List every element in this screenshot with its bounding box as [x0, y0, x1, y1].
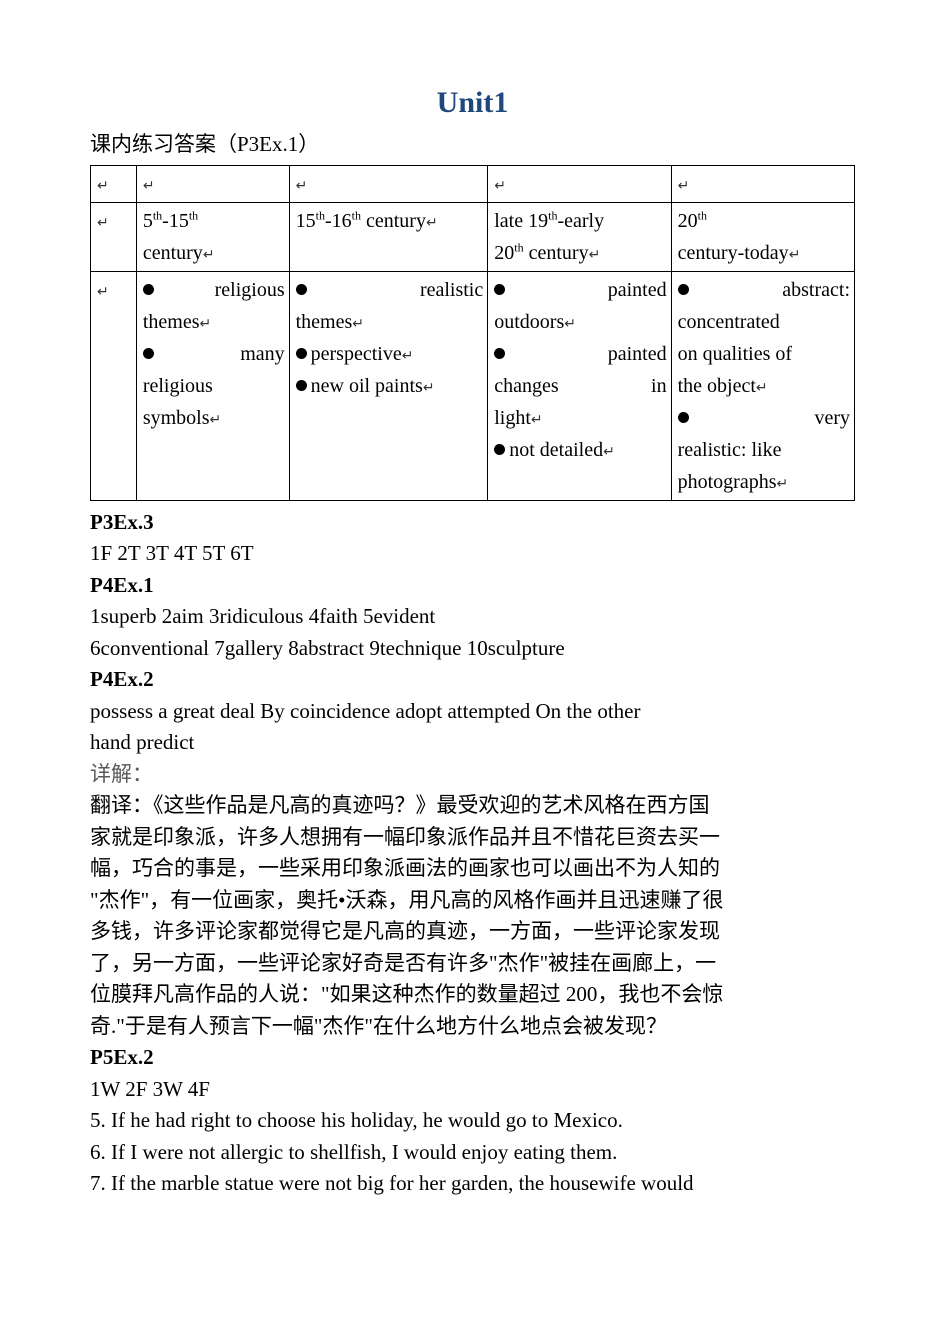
answers-p4ex2-line1: possess a great deal By coincidence adop…	[90, 696, 855, 728]
cell-features-3: painted outdoors↵ painted changes in lig…	[488, 271, 671, 500]
passage-line: 翻译：《这些作品是凡高的真迹吗？》最受欢迎的艺术风格在西方国	[90, 790, 855, 822]
section-label-p4ex2: P4Ex.2	[90, 664, 855, 696]
sentence-7: 7. If the marble statue were not big for…	[90, 1168, 855, 1200]
table-row: ↵ ↵ ↵ ↵ ↵	[91, 165, 855, 202]
cell-period-1: 5th-15th century↵	[136, 202, 289, 271]
passage-line: 家就是印象派，许多人想拥有一幅印象派作品并且不惜花巨资去买一	[90, 822, 855, 854]
bullet-icon	[494, 348, 505, 359]
answers-p4ex2-line2: hand predict	[90, 727, 855, 759]
return-icon: ↵	[97, 283, 109, 299]
passage-line: 多钱，许多评论家都觉得它是凡高的真迹，一方面，一些评论家发现	[90, 916, 855, 948]
return-icon: ↵	[97, 177, 109, 193]
return-icon: ↵	[143, 177, 155, 193]
return-icon: ↵	[97, 214, 109, 230]
detail-label: 详解：	[90, 759, 855, 791]
passage-line: 了，另一方面，一些评论家好奇是否有许多"杰作"被挂在画廊上，一	[90, 948, 855, 980]
bullet-icon	[678, 284, 689, 295]
bullet-icon	[296, 348, 307, 359]
cell-features-1: religious themes↵ many religious symbols…	[136, 271, 289, 500]
passage-line: "杰作"，有一位画家，奥托•沃森，用凡高的风格作画并且迅速赚了很	[90, 885, 855, 917]
section-label-p3ex3: P3Ex.3	[90, 507, 855, 539]
bullet-icon	[494, 444, 505, 455]
cell-period-2: 15th-16th century↵	[289, 202, 488, 271]
table-row: ↵ religious themes↵ many religious symbo…	[91, 271, 855, 500]
passage-line: 奇."于是有人预言下一幅"杰作"在什么地方什么地点会被发现？	[90, 1011, 855, 1043]
bullet-icon	[296, 284, 307, 295]
bullet-icon	[678, 412, 689, 423]
table-row: ↵ 5th-15th century↵ 15th-16th century↵ l…	[91, 202, 855, 271]
answer-table: ↵ ↵ ↵ ↵ ↵ ↵ 5th-15th century↵ 15th-16th …	[90, 165, 855, 501]
bullet-icon	[296, 380, 307, 391]
bullet-icon	[143, 284, 154, 295]
bullet-icon	[143, 348, 154, 359]
cell-features-2: realistic themes↵ perspective↵ new oil p…	[289, 271, 488, 500]
return-icon: ↵	[494, 177, 506, 193]
sentence-5: 5. If he had right to choose his holiday…	[90, 1105, 855, 1137]
return-icon: ↵	[296, 177, 308, 193]
section-label-p5ex2: P5Ex.2	[90, 1042, 855, 1074]
page-title: Unit1	[90, 80, 855, 125]
passage-line: 幅，巧合的事是，一些采用印象派画法的画家也可以画出不为人知的	[90, 853, 855, 885]
cell-features-4: abstract: concentrated on qualities of t…	[671, 271, 854, 500]
cell-period-3: late 19th-early 20th century↵	[488, 202, 671, 271]
section-label-p4ex1: P4Ex.1	[90, 570, 855, 602]
subheading: 课内练习答案（P3Ex.1）	[90, 129, 855, 161]
bullet-icon	[494, 284, 505, 295]
answers-p5ex2-line1: 1W 2F 3W 4F	[90, 1074, 855, 1106]
cell-period-4: 20th century-today↵	[671, 202, 854, 271]
passage-line: 位膜拜凡高作品的人说："如果这种杰作的数量超过 200，我也不会惊	[90, 979, 855, 1011]
sentence-6: 6. If I were not allergic to shellfish, …	[90, 1137, 855, 1169]
answers-p3ex3: 1F 2T 3T 4T 5T 6T	[90, 538, 855, 570]
answers-p4ex1-line2: 6conventional 7gallery 8abstract 9techni…	[90, 633, 855, 665]
return-icon: ↵	[678, 177, 690, 193]
answers-p4ex1-line1: 1superb 2aim 3ridiculous 4faith 5evident	[90, 601, 855, 633]
